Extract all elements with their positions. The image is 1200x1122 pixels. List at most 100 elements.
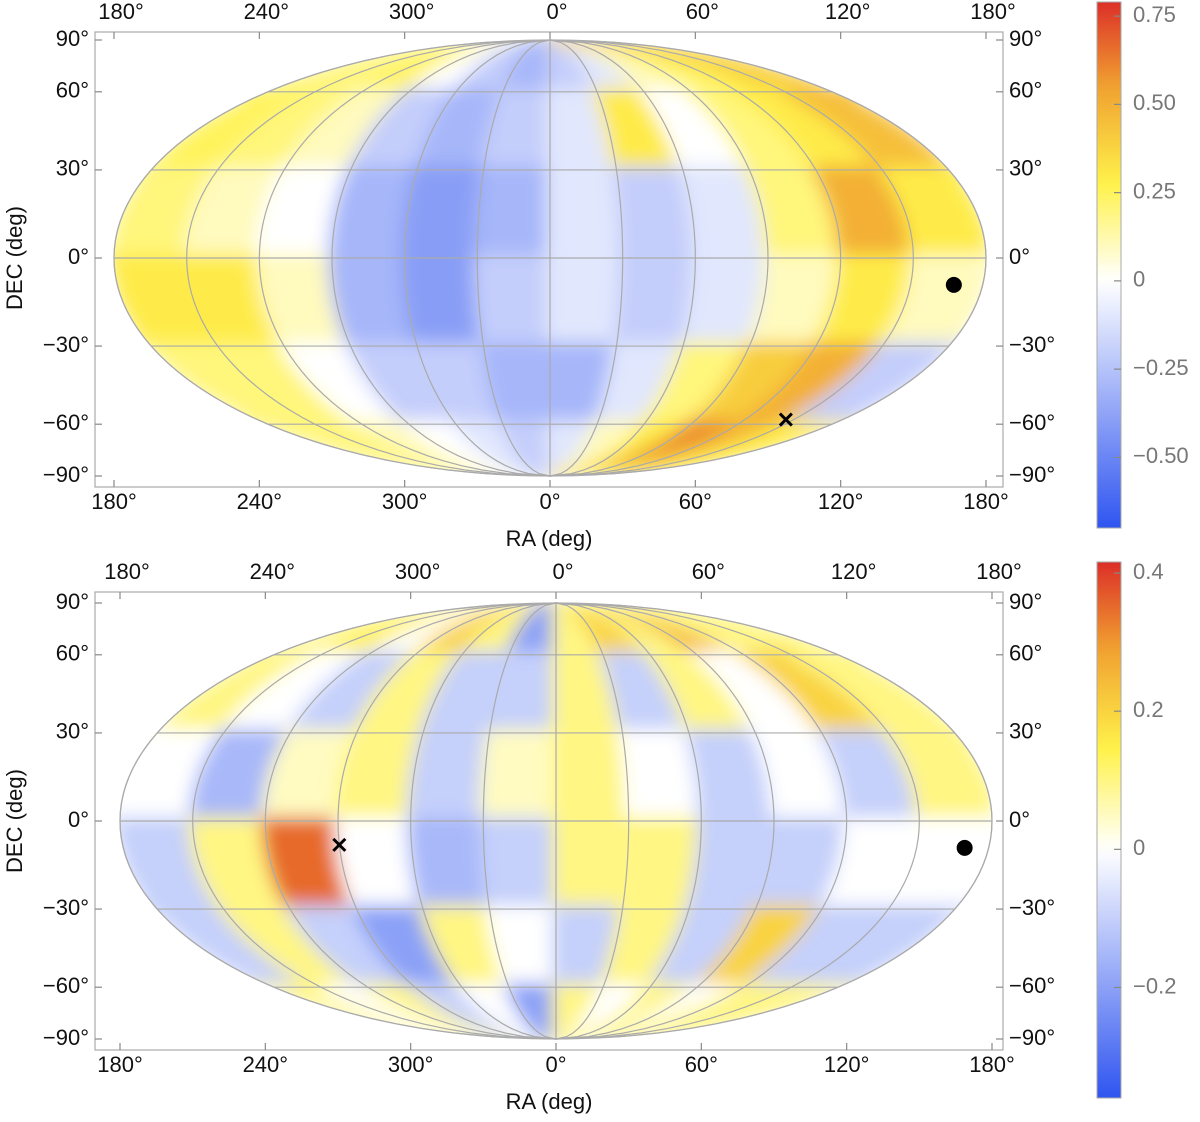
y-tick-label: −90° bbox=[43, 462, 89, 487]
grid-line bbox=[549, 39, 769, 477]
cell bbox=[400, 165, 489, 262]
cell bbox=[546, 165, 627, 262]
y-tick-label: −30° bbox=[43, 895, 89, 920]
x-tick-label: 60° bbox=[685, 1052, 718, 1077]
cell bbox=[479, 817, 560, 914]
x-tick-label-top: 180° bbox=[976, 559, 1022, 584]
y-tick-label-right: 60° bbox=[1009, 641, 1042, 666]
y-tick-label: 60° bbox=[56, 78, 89, 103]
marker-dot bbox=[956, 839, 973, 856]
x-tick-label-top: 300° bbox=[395, 559, 441, 584]
y-tick-label: −60° bbox=[43, 410, 89, 435]
y-tick-label: −90° bbox=[43, 1025, 89, 1050]
y-tick-label: 90° bbox=[56, 589, 89, 614]
cell bbox=[479, 728, 560, 825]
colorbar-tick-label: 0.4 bbox=[1133, 559, 1164, 584]
grid-line bbox=[410, 602, 557, 1040]
x-tick-label-top: 120° bbox=[831, 559, 877, 584]
cell bbox=[546, 254, 627, 351]
x-tick-label: 240° bbox=[237, 489, 283, 514]
y-tick-label: 30° bbox=[56, 156, 89, 181]
x-tick-label-top: 0° bbox=[552, 559, 573, 584]
y-tick-label: −30° bbox=[43, 332, 89, 357]
y-tick-label-right: 0° bbox=[1009, 807, 1030, 832]
y-axis-label: DEC (deg) bbox=[2, 206, 27, 310]
y-axis-label: DEC (deg) bbox=[2, 769, 27, 873]
grid-line bbox=[555, 602, 702, 1040]
x-tick-label-top: 180° bbox=[98, 0, 144, 24]
y-tick-label-right: 30° bbox=[1009, 719, 1042, 744]
cell bbox=[552, 817, 633, 914]
x-tick-label: 180° bbox=[97, 1052, 143, 1077]
grid-line bbox=[186, 39, 551, 477]
colorbar-tick-label: 0.25 bbox=[1133, 178, 1176, 203]
colorbar-tick-label: 0.50 bbox=[1133, 90, 1176, 115]
grid-line bbox=[549, 39, 842, 477]
grid-line bbox=[404, 39, 551, 477]
x-tick-label-top: 60° bbox=[686, 0, 719, 24]
cell bbox=[552, 728, 633, 825]
x-tick-label: 120° bbox=[818, 489, 864, 514]
y-tick-label: −60° bbox=[43, 973, 89, 998]
colorbar-tick-label: 0 bbox=[1133, 267, 1145, 292]
marker-cross bbox=[332, 837, 347, 852]
x-tick-label: 120° bbox=[824, 1052, 870, 1077]
x-tick-label-top: 300° bbox=[389, 0, 435, 24]
grid-line bbox=[264, 602, 557, 1040]
x-tick-label: 180° bbox=[963, 489, 1009, 514]
y-tick-label-right: −60° bbox=[1009, 973, 1055, 998]
grid-line bbox=[555, 602, 775, 1040]
x-tick-label: 300° bbox=[382, 489, 428, 514]
x-tick-label: 180° bbox=[969, 1052, 1015, 1077]
y-tick-label: 0° bbox=[68, 244, 89, 269]
grid-line bbox=[476, 39, 551, 477]
grid-line bbox=[549, 39, 914, 477]
y-tick-label-right: −60° bbox=[1009, 410, 1055, 435]
y-tick-label-right: −90° bbox=[1009, 1025, 1055, 1050]
x-tick-label-top: 240° bbox=[250, 559, 296, 584]
y-tick-label: 90° bbox=[56, 26, 89, 51]
cell bbox=[406, 817, 495, 914]
cell bbox=[473, 254, 554, 351]
x-tick-label-top: 180° bbox=[970, 0, 1016, 24]
y-tick-label-right: −90° bbox=[1009, 462, 1055, 487]
colorbar-tick-label: −0.25 bbox=[1133, 355, 1189, 380]
y-tick-label-right: 90° bbox=[1009, 26, 1042, 51]
colorbar-tick-label: −0.50 bbox=[1133, 443, 1189, 468]
grid-line bbox=[555, 602, 630, 1040]
x-tick-label-top: 120° bbox=[825, 0, 871, 24]
x-tick-label-top: 60° bbox=[692, 559, 725, 584]
marker-dot bbox=[945, 276, 962, 293]
colorbar-tick-label: 0 bbox=[1133, 835, 1145, 860]
x-tick-label: 0° bbox=[539, 489, 560, 514]
grid-line bbox=[549, 39, 696, 477]
marker-cross bbox=[778, 412, 793, 427]
y-tick-label: 30° bbox=[56, 719, 89, 744]
cell bbox=[400, 254, 489, 351]
frame bbox=[94, 31, 1004, 488]
grid-line bbox=[337, 602, 557, 1040]
cell bbox=[473, 165, 554, 262]
y-tick-label-right: 60° bbox=[1009, 78, 1042, 103]
grid-line bbox=[555, 602, 848, 1040]
x-tick-label: 0° bbox=[545, 1052, 566, 1077]
colorbar-tick-label: 0.75 bbox=[1133, 2, 1176, 27]
x-tick-label-top: 180° bbox=[104, 559, 150, 584]
x-axis-label: RA (deg) bbox=[506, 526, 593, 551]
y-tick-label-right: −30° bbox=[1009, 895, 1055, 920]
x-tick-label-top: 0° bbox=[546, 0, 567, 24]
grid-line bbox=[331, 39, 551, 477]
grid-line bbox=[482, 602, 557, 1040]
x-tick-label: 240° bbox=[243, 1052, 289, 1077]
colorbar bbox=[1096, 561, 1122, 1099]
x-tick-label: 180° bbox=[91, 489, 137, 514]
grid-line bbox=[258, 39, 551, 477]
grid-line bbox=[555, 602, 920, 1040]
y-tick-label-right: 0° bbox=[1009, 244, 1030, 269]
map-outline bbox=[113, 39, 987, 477]
grid-line bbox=[192, 602, 557, 1040]
x-axis-label: RA (deg) bbox=[506, 1089, 593, 1114]
y-tick-label: 60° bbox=[56, 641, 89, 666]
cell bbox=[406, 728, 495, 825]
